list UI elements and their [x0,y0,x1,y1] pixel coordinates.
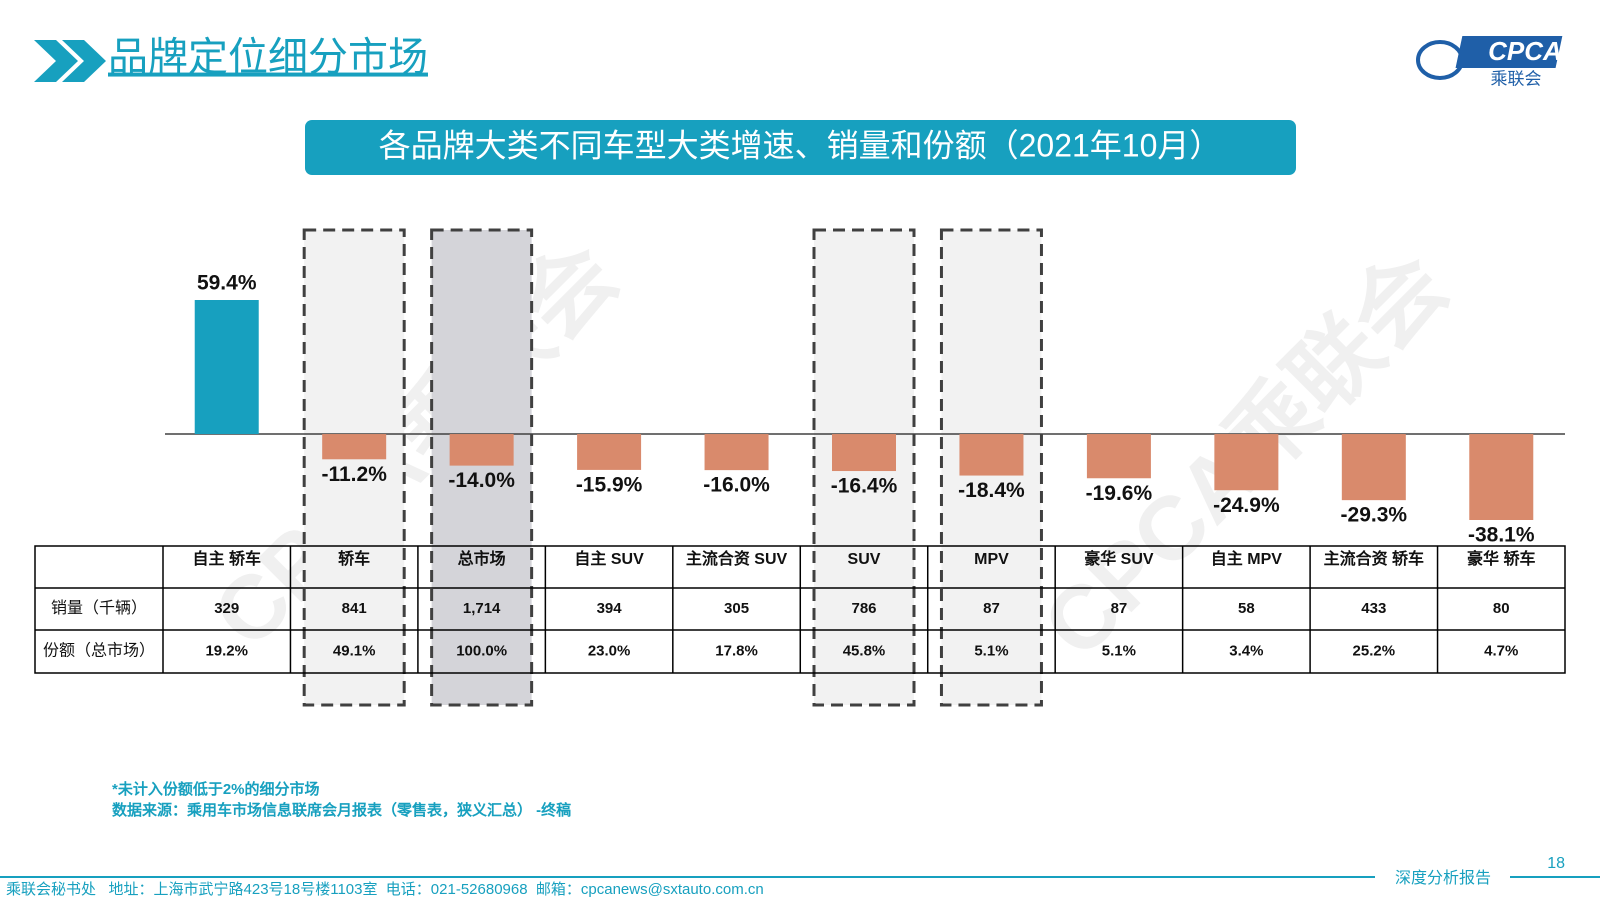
table-cell: 841 [342,600,367,617]
data-label: -16.4% [831,475,898,498]
report-tag: 深度分析报告 [1395,869,1491,887]
logo-box [1455,36,1563,68]
column-header: 自主 MPV [1211,549,1282,568]
column-header: 自主 轿车 [193,549,261,568]
bar [1214,434,1279,491]
footer-contact: 乘联会秘书处 地址：上海市武宁路423号18号楼1103室 电话：021-526… [6,881,764,898]
data-label: -38.1% [1468,524,1535,547]
chart-title: 各品牌大类不同车型大类增速、销量和份额（2021年10月） [379,127,1222,163]
table-cell: 25.2% [1353,642,1396,659]
table-cell: 5.1% [974,642,1008,659]
data-label: -16.0% [703,474,770,497]
column-header: 轿车 [338,549,370,568]
chart: 59.4% -11.2% -14.0% -15.9% -16.0% -16.4% -18.4… [34,228,1566,707]
bar [577,434,642,470]
table-cell: 433 [1361,600,1386,617]
table-cell: 17.8% [715,642,758,659]
table-cell: 58 [1238,600,1255,617]
table-cell: 5.1% [1102,642,1136,659]
table-cell: 786 [851,600,876,617]
data-label: -11.2% [321,463,387,486]
data-label: -15.9% [576,473,643,496]
chart-banner [305,120,1296,175]
note: 数据来源：乘用车市场信息联席会月报表（零售表，狭义汇总） -终稿 [112,801,571,819]
page-number: 18 [1547,855,1565,872]
table-cell: 3.4% [1229,642,1263,659]
data-label: 59.4% [197,272,257,295]
bar [832,434,896,472]
column-header: 总市场 [458,549,506,568]
page-title: 品牌定位细分市场 [108,36,428,80]
note: *未计入份额低于2%的细分市场 [112,780,320,798]
bar [449,434,514,466]
table-cell: 80 [1493,600,1510,617]
table-cell: 394 [597,600,623,617]
highlight-box [430,228,534,707]
data-label: -24.9% [1213,494,1280,517]
column-header: 豪华 SUV [1084,549,1154,568]
data-label: -18.4% [958,479,1025,502]
bar [194,300,259,435]
data-label: -14.0% [448,469,515,492]
chevron [34,40,78,82]
table-cell: 305 [724,600,749,617]
chevron [62,40,106,82]
bar [1469,434,1534,520]
table-cell: 87 [1111,600,1128,617]
logo-text: CPCA [1488,36,1562,66]
column-header: 主流合资 轿车 [1324,549,1424,568]
table-cell: 19.2% [205,642,248,659]
column-header: 豪华 轿车 [1467,549,1535,568]
logo: CPCA 乘联会 [1416,36,1563,88]
highlight-box [302,228,406,707]
row-label: 份额（总市场） [43,642,155,660]
table-cell: 1,714 [463,600,501,617]
bar [959,434,1024,476]
data-label: -19.6% [1086,482,1153,505]
table-cell: 4.7% [1484,642,1518,659]
column-header: 自主 SUV [574,549,644,568]
table-cell: 100.0% [456,642,507,659]
column-header: MPV [974,551,1009,568]
row-label: 销量（千辆） [51,599,147,617]
logo-sub: 乘联会 [1491,69,1542,88]
bar [1341,434,1406,501]
data-label: -29.3% [1341,504,1408,527]
table-cell: 329 [214,600,239,617]
table-cell: 23.0% [588,642,631,659]
table-cell: 45.8% [843,642,886,659]
column-header: 主流合资 SUV [686,549,788,568]
table-cell: 87 [983,600,1000,617]
bar [1086,434,1151,479]
bar [322,434,387,460]
bar [704,434,769,471]
table-cell: 49.1% [333,642,376,659]
column-header: SUV [848,551,881,568]
